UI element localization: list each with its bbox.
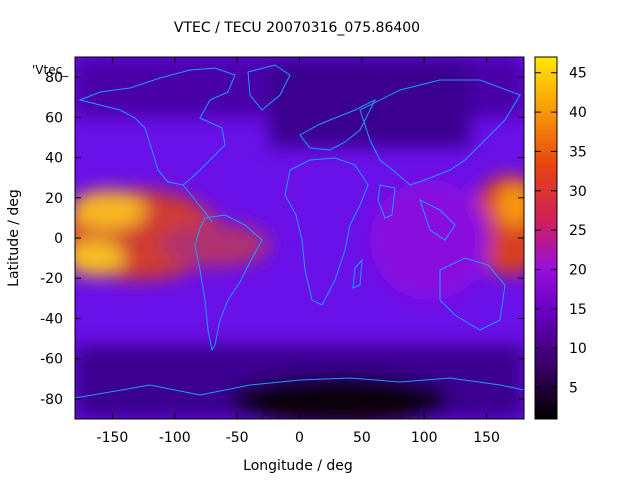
- y-tick-label: -20: [40, 271, 63, 287]
- coast-antarctica: [75, 377, 524, 399]
- coastlines: [75, 64, 524, 399]
- colorbar-tick-label: 35: [569, 144, 587, 160]
- x-tick-label: 50: [353, 430, 371, 446]
- x-tick-label: 150: [473, 430, 500, 446]
- y-axis-label: Latitude / deg: [6, 189, 22, 287]
- region-america-tail: [160, 223, 270, 267]
- colorbar-tick-label: 45: [569, 66, 587, 82]
- coast-southeast-asia: [419, 199, 456, 241]
- x-tick-label: -50: [226, 430, 249, 446]
- colorbar-ticks: 5 10 15 20 25 30 35 40 45: [535, 66, 587, 397]
- region-pacific-west-core2: [75, 240, 125, 276]
- colorbar-tick-label: 30: [569, 184, 587, 200]
- heatmap-area: [75, 57, 524, 419]
- y-tick-label: 40: [45, 151, 63, 167]
- colorbar-tick-label: 20: [569, 262, 587, 278]
- x-tick-label: -150: [97, 430, 129, 446]
- region-indian-purple: [370, 180, 490, 300]
- colorbar: [534, 56, 558, 420]
- colorbar-tick-label: 10: [569, 341, 587, 357]
- y-tick-label: -80: [40, 392, 63, 408]
- coast-africa: [284, 157, 369, 306]
- legend-entry: 'Vtec_: [32, 63, 69, 77]
- coast-madagascar: [352, 258, 363, 289]
- colorbar-tick-label: 40: [569, 105, 587, 121]
- coast-australia: [439, 257, 506, 331]
- coast-south-america: [194, 214, 263, 352]
- x-axis-label: Longitude / deg: [243, 458, 353, 474]
- coast-asia: [359, 79, 521, 186]
- colorbar-tick-label: 15: [569, 302, 587, 318]
- y-tick-label: -60: [40, 352, 63, 368]
- chart-title: VTEC / TECU 20070316_075.86400: [174, 20, 420, 36]
- region-pacific-west-core: [75, 190, 146, 230]
- y-tick-label: 60: [45, 110, 63, 126]
- x-tick-label: 0: [295, 430, 304, 446]
- y-tick-label: 80: [45, 70, 63, 86]
- colorbar-tick-label: 25: [569, 223, 587, 239]
- y-axis-ticks: -80 -60 -40 -20 0 20 40 60 80: [40, 70, 524, 408]
- coast-india: [377, 184, 396, 219]
- coast-europe: [299, 98, 377, 151]
- x-tick-label: 100: [411, 430, 438, 446]
- y-tick-label: 20: [45, 191, 63, 207]
- x-tick-label: -100: [159, 430, 191, 446]
- coast-north-america: [78, 67, 236, 186]
- y-tick-label: 0: [54, 231, 63, 247]
- y-tick-label: -40: [40, 311, 63, 327]
- coast-greenland: [247, 64, 291, 111]
- heatmap-regions: [75, 57, 524, 419]
- region-antarctic-low: [230, 375, 450, 419]
- colorbar-tick-label: 5: [569, 381, 578, 397]
- region-pacific-east-core: [497, 183, 524, 227]
- x-axis-ticks: -150 -100 -50 0 50 100 150: [97, 57, 500, 446]
